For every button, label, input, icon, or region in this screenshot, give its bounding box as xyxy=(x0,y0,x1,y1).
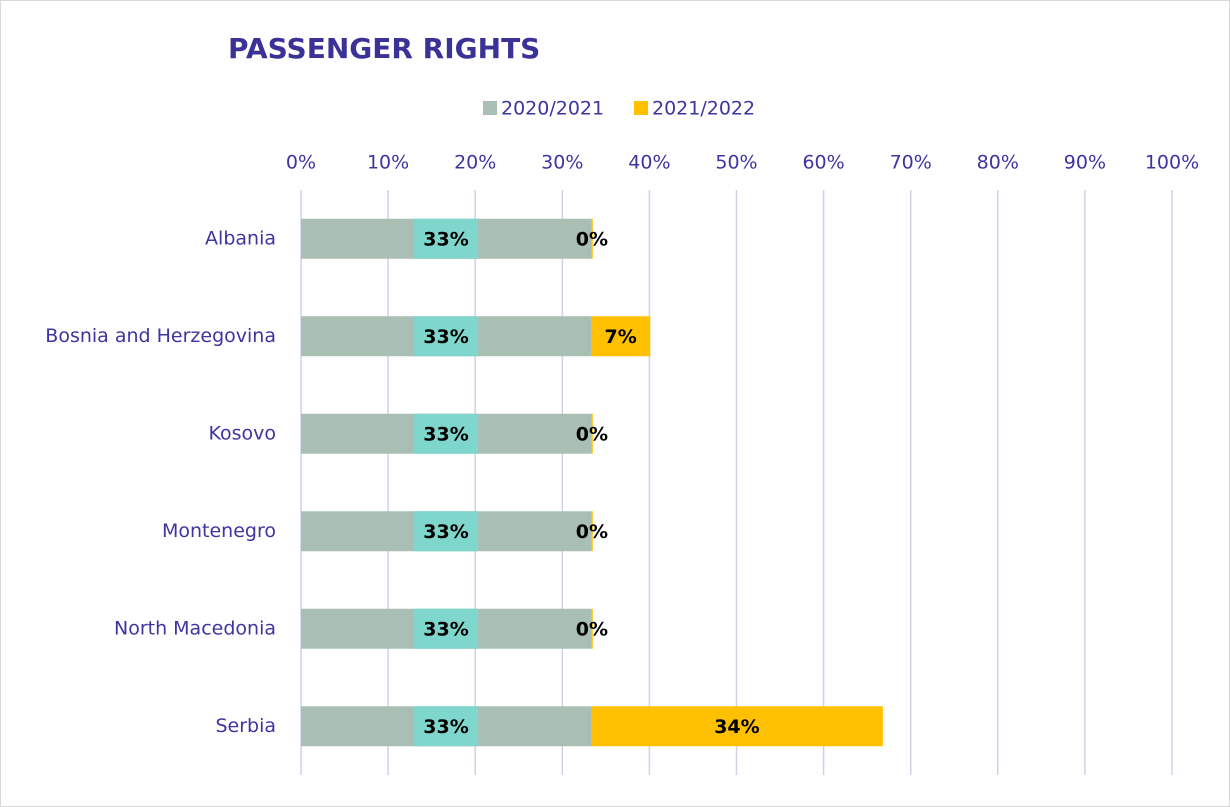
value-label-box xyxy=(414,706,479,747)
y-tick-label: North Macedonia xyxy=(114,617,276,639)
legend-label: 2021/2022 xyxy=(652,98,755,120)
value-label-box xyxy=(414,316,479,357)
value-label: 33% xyxy=(423,423,468,445)
bar-segment xyxy=(591,316,651,357)
legend-swatch xyxy=(634,101,648,115)
x-tick-label: 20% xyxy=(454,152,496,174)
bar-segment xyxy=(591,511,593,552)
x-tick-label: 90% xyxy=(1064,152,1106,174)
value-label: 0% xyxy=(576,228,608,250)
y-tick-label: Serbia xyxy=(215,715,276,737)
value-label: 33% xyxy=(423,228,468,250)
value-label: 33% xyxy=(423,521,468,543)
bar-segment xyxy=(591,413,593,454)
value-label: 0% xyxy=(576,423,608,445)
value-label: 33% xyxy=(423,716,468,738)
x-tick-label: 60% xyxy=(802,152,844,174)
x-tick-label: 50% xyxy=(715,152,757,174)
value-label-box xyxy=(414,608,479,649)
bar-segment xyxy=(591,706,883,747)
legend-label: 2020/2021 xyxy=(501,98,604,120)
legend-swatch xyxy=(483,101,497,115)
x-tick-label: 0% xyxy=(286,152,316,174)
x-tick-label: 10% xyxy=(367,152,409,174)
x-tick-label: 30% xyxy=(541,152,583,174)
chart-title: PASSENGER RIGHTS xyxy=(228,32,540,65)
y-tick-label: Bosnia and Herzegovina xyxy=(45,325,276,347)
value-label: 33% xyxy=(423,326,468,348)
value-label-box xyxy=(414,413,479,454)
value-label: 0% xyxy=(576,521,608,543)
value-label: 33% xyxy=(423,618,468,640)
x-tick-label: 40% xyxy=(628,152,670,174)
value-label: 7% xyxy=(605,326,637,348)
y-tick-label: Kosovo xyxy=(208,422,276,444)
y-tick-label: Albania xyxy=(205,227,276,249)
y-tick-label: Montenegro xyxy=(162,520,276,542)
bar-segment xyxy=(591,608,593,649)
x-tick-label: 70% xyxy=(890,152,932,174)
bar-segment xyxy=(591,218,593,259)
value-label: 34% xyxy=(714,716,759,738)
value-label: 0% xyxy=(576,618,608,640)
value-label-box xyxy=(414,218,479,259)
x-tick-label: 100% xyxy=(1145,152,1199,174)
x-tick-label: 80% xyxy=(977,152,1019,174)
value-label-box xyxy=(414,511,479,552)
